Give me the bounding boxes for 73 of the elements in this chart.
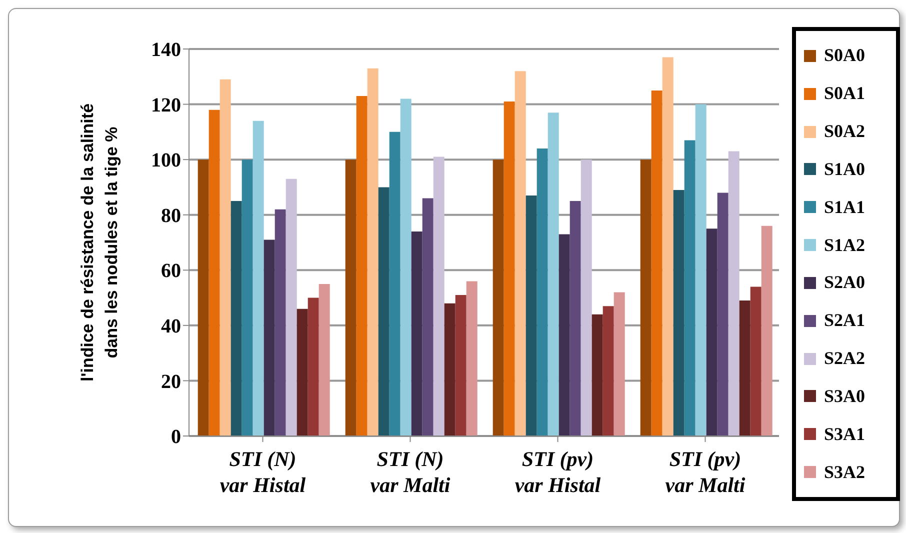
bar — [264, 240, 275, 436]
bar — [514, 71, 526, 436]
y-tick-label: 0 — [171, 426, 181, 448]
bar — [548, 112, 559, 436]
bar — [389, 132, 400, 436]
bar — [684, 140, 696, 436]
x-tick-label: STI (pv) var Malti — [665, 447, 746, 497]
bar — [252, 120, 264, 436]
bar — [230, 201, 242, 436]
y-tick-label: 20 — [161, 370, 181, 393]
legend-label: S1A0 — [824, 158, 866, 180]
legend-label: S0A1 — [824, 83, 866, 104]
bar — [695, 104, 706, 436]
bar — [662, 57, 674, 436]
bar — [526, 196, 537, 436]
bar — [286, 178, 297, 436]
y-tick-label: 140 — [151, 39, 181, 62]
bar — [296, 308, 308, 436]
bar — [400, 98, 412, 436]
bar — [728, 151, 740, 436]
bar — [640, 160, 652, 436]
bar — [411, 231, 422, 436]
bar — [308, 298, 319, 436]
bar — [433, 156, 444, 436]
bar — [739, 300, 750, 436]
legend-label: S0A2 — [824, 121, 866, 142]
legend-label: S2A2 — [824, 348, 866, 370]
bar — [717, 192, 728, 436]
y-tick-label: 120 — [151, 94, 181, 116]
bar — [761, 226, 772, 436]
bar — [318, 284, 330, 436]
bar — [570, 201, 581, 436]
legend-label: S2A0 — [824, 272, 866, 294]
bar — [444, 303, 456, 436]
bar — [466, 281, 478, 436]
legend-label: S3A0 — [824, 386, 866, 407]
bar — [492, 160, 504, 436]
y-axis-title: l'indice de résistance de la salinité dans les nodules et la tige % — [78, 103, 121, 382]
bar — [378, 187, 390, 436]
bar — [504, 102, 515, 436]
bar — [274, 209, 286, 436]
bar — [558, 234, 570, 436]
legend-label: S1A1 — [824, 196, 866, 218]
legend-label: S3A1 — [824, 424, 866, 445]
bar — [536, 148, 548, 436]
y-tick-label: 100 — [151, 150, 181, 172]
x-tick-label: STI (N) var Histal — [220, 447, 306, 497]
y-tick-label: 60 — [161, 260, 181, 282]
y-tick-label: 40 — [161, 316, 181, 338]
bar — [651, 90, 662, 436]
bar — [198, 160, 209, 436]
legend-label: S1A2 — [824, 234, 866, 256]
x-tick-label: STI (pv) var Histal — [514, 447, 601, 497]
y-tick-label: 80 — [161, 204, 181, 227]
bar — [580, 160, 592, 436]
bar — [706, 228, 718, 436]
bar — [422, 198, 434, 436]
bar — [614, 292, 625, 436]
legend-label: S3A2 — [824, 462, 866, 483]
bar — [602, 306, 614, 436]
bar — [750, 286, 762, 436]
bar — [345, 160, 356, 436]
bar — [592, 314, 603, 436]
bar — [242, 160, 253, 436]
bar — [208, 110, 220, 436]
bar — [673, 190, 684, 436]
bar — [220, 79, 231, 436]
bar — [356, 96, 368, 436]
bar — [455, 295, 466, 436]
x-tick-label: STI (N) var Malti — [370, 447, 450, 497]
legend-label: S2A1 — [824, 310, 866, 332]
bar — [367, 68, 378, 436]
legend-label: S0A0 — [824, 45, 866, 66]
